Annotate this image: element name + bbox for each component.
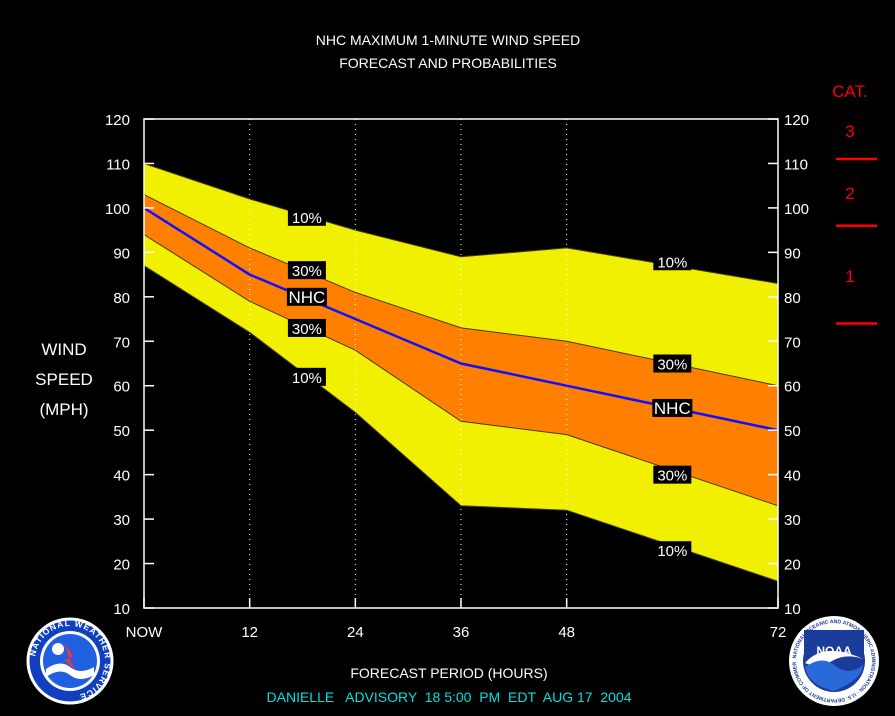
series-line-lower10 <box>143 265 779 582</box>
y-tick-label-right: 70 <box>784 334 801 351</box>
series-label-bg <box>653 541 692 560</box>
y-tick-label-right: 100 <box>784 201 809 218</box>
advisory-footer: DANIELLE ADVISORY 18 5:00 PM EDT AUG 17 … <box>267 689 632 705</box>
y-tick-label-left: 40 <box>113 468 130 485</box>
series-line-upper30 <box>143 194 779 387</box>
x-tick-label: 72 <box>770 624 787 641</box>
y-tick-label-right: 50 <box>784 423 801 440</box>
y-axis-label-speed: SPEED <box>35 370 93 389</box>
y-axis-label-wind: WIND <box>41 340 86 359</box>
x-tick-label: 24 <box>347 624 364 641</box>
y-tick-label-right: 90 <box>784 245 801 262</box>
series-label: NHC <box>288 288 325 307</box>
y-tick-label-right: 40 <box>784 468 801 485</box>
y-axis-label-unit: (MPH) <box>39 400 88 419</box>
y-tick-label-left: 90 <box>113 245 130 262</box>
chart-title-line2: FORECAST AND PROBABILITIES <box>339 55 557 71</box>
series-label-bg <box>286 287 327 306</box>
x-tick-label: 48 <box>558 624 575 641</box>
x-tick-label: 36 <box>453 624 470 641</box>
y-tick-label-left: 50 <box>113 423 130 440</box>
category-label: 3 <box>845 122 854 141</box>
series-label: 10% <box>292 370 322 387</box>
series-label: 10% <box>657 254 687 271</box>
y-tick-label-right: 80 <box>784 290 801 307</box>
y-tick-label-right: 120 <box>784 112 809 129</box>
y-tick-label-right: 10 <box>784 601 801 618</box>
series-label-bg <box>287 367 326 386</box>
series-label-bg <box>653 465 692 484</box>
series-line-upper10 <box>143 163 779 284</box>
category-legend: CAT. 3 2 1 <box>832 82 877 325</box>
y-tick-label-right: 30 <box>784 512 801 529</box>
y-tick-label-left: 110 <box>106 156 130 173</box>
x-tick-label: NOW <box>126 624 164 641</box>
series-label: 10% <box>657 543 687 560</box>
series-label-bg <box>287 261 326 280</box>
noaa-logo-text: NOAA <box>816 644 852 658</box>
y-tick-label-left: 80 <box>113 290 130 307</box>
axes: 10 10 20 20 30 30 40 40 50 50 60 60 70 70 80 80 90 90 100 1… <box>105 112 809 641</box>
series-label: 10% <box>292 210 322 227</box>
category-label: 1 <box>845 267 854 286</box>
y-tick-label-left: 100 <box>105 201 130 218</box>
nws-logo: NATIONAL WEATHER SERVICE <box>26 617 114 705</box>
series-line-nhc <box>143 206 779 432</box>
category-label: 2 <box>845 184 854 203</box>
chart-title-line1: NHC MAXIMUM 1-MINUTE WIND SPEED <box>316 32 580 48</box>
y-tick-label-left: 20 <box>113 557 130 574</box>
y-tick-label-right: 110 <box>784 156 808 173</box>
y-tick-label-left: 120 <box>105 112 130 129</box>
y-tick-label-right: 60 <box>784 379 801 396</box>
series-label-bg <box>287 207 326 226</box>
category-title: CAT. <box>832 82 868 101</box>
x-axis-label: FORECAST PERIOD (HOURS) <box>350 665 547 681</box>
x-tick-label: 12 <box>241 624 258 641</box>
series-label-bg <box>653 252 692 271</box>
series-label: NHC <box>654 399 691 418</box>
series-label: 30% <box>657 468 687 485</box>
series-label: 30% <box>292 321 322 338</box>
y-tick-label-left: 70 <box>113 334 130 351</box>
series-label: 30% <box>292 263 322 280</box>
series-label-bg <box>287 318 326 337</box>
series-line-lower30 <box>143 234 779 507</box>
y-tick-label-right: 20 <box>784 557 801 574</box>
y-tick-label-left: 30 <box>113 512 130 529</box>
series-label-bg <box>652 398 693 417</box>
y-tick-label-left: 60 <box>113 379 130 396</box>
y-tick-label-left: 10 <box>113 601 130 618</box>
series-lines <box>143 163 779 582</box>
noaa-logo: NOAA NATIONAL OCEANIC AND ATMOSPHERIC AD… <box>789 616 879 706</box>
series-label: 30% <box>657 357 687 374</box>
series-labels: 10% 30% NHC 30% 10% 10% 30% NHC 30% 10% <box>286 207 693 560</box>
series-label-bg <box>653 354 692 373</box>
